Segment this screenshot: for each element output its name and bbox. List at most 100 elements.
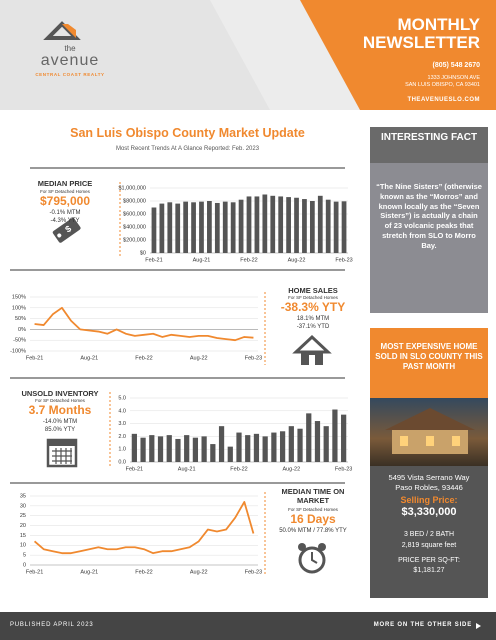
bar	[149, 435, 155, 462]
bar	[253, 433, 260, 462]
home-title: MOST EXPENSIVE HOME SOLD IN SLO COUNTY T…	[375, 342, 483, 371]
stat-line: 85.0% YTY	[44, 427, 76, 433]
stat-title: MEDIAN PRICE	[37, 179, 93, 188]
bar	[183, 201, 189, 253]
price-label: Selling Price:	[400, 495, 458, 505]
x-tick-label: Feb-23	[245, 355, 262, 361]
header-stripe	[210, 0, 360, 110]
x-tick-label: Feb-22	[135, 355, 152, 361]
bar	[227, 446, 233, 462]
clock-icon	[298, 543, 326, 574]
y-tick-label: 0.0	[118, 459, 126, 465]
house-photo-window	[426, 436, 434, 446]
bar	[236, 432, 242, 462]
bar	[192, 437, 199, 462]
y-tick-label: 1.0	[118, 447, 126, 453]
home-address: Paso Robles, 93446	[395, 483, 463, 492]
x-tick-label: Feb-21	[126, 466, 143, 472]
y-tick-label: $800,000	[123, 198, 146, 204]
bar	[246, 196, 252, 253]
logo-small: the	[64, 44, 76, 53]
y-tick-label: 15	[20, 533, 26, 539]
bar	[306, 413, 312, 462]
stat-title: MEDIAN TIME ON MARKET	[281, 487, 345, 505]
y-tick-label: 25	[20, 513, 26, 519]
newsletter-title: MONTHLY NEWSLETTER	[362, 15, 480, 52]
x-tick-label: Feb-22	[230, 466, 247, 472]
bar	[314, 421, 321, 462]
bar	[184, 435, 190, 462]
x-tick-label: Feb-23	[335, 257, 352, 263]
x-tick-label: Aug-22	[288, 257, 306, 263]
x-tick-label: Aug-21	[193, 257, 211, 263]
house-photo-window	[400, 436, 408, 446]
house-icon	[292, 334, 332, 365]
y-tick-label: 4.0	[118, 408, 126, 414]
x-tick-label: Feb-23	[245, 569, 262, 575]
bar	[254, 196, 260, 253]
bar	[323, 426, 329, 462]
ppsf: $1,181.27	[413, 567, 445, 574]
x-tick-label: Feb-23	[335, 466, 352, 472]
fact-text: “The Nine Sisters” (otherwise known as t…	[376, 182, 482, 250]
main-subtitle: Most Recent Trends At A Glance Reported:…	[115, 146, 260, 152]
stat-subtitle: For SF Detached Homes	[40, 189, 90, 194]
line	[33, 501, 255, 555]
price: $3,330,000	[401, 506, 457, 518]
x-tick-label: Feb-21	[145, 257, 162, 263]
bar	[238, 199, 244, 253]
bar	[294, 197, 299, 253]
y-tick-label: $200,000	[123, 237, 146, 243]
footer-arrow	[476, 623, 481, 629]
y-tick-label: 35	[20, 493, 26, 499]
y-tick-label: 5.0	[118, 395, 126, 401]
y-tick-label: $600,000	[123, 211, 146, 217]
bar	[230, 202, 236, 253]
house-photo-window	[452, 436, 460, 446]
bar	[214, 202, 220, 253]
phone: (805) 548 2670	[432, 62, 480, 69]
x-tick-label: Aug-21	[178, 466, 196, 472]
sqft: 2,819 square feet	[401, 542, 457, 549]
website: THEAVENUESLO.COM	[407, 97, 480, 103]
fact-title: INTERESTING FACT	[380, 132, 478, 143]
bar	[201, 436, 207, 462]
calendar-icon	[46, 438, 78, 468]
bar	[325, 199, 331, 253]
tag-icon: $	[52, 217, 81, 243]
header-orange	[300, 0, 496, 110]
x-tick-label: Feb-22	[135, 569, 152, 575]
bar	[271, 432, 277, 462]
house-photo-roof	[385, 408, 475, 430]
home-title-bg	[370, 328, 488, 398]
bar	[278, 196, 284, 253]
footer-left: PUBLISHED APRIL 2023	[10, 622, 94, 628]
bar	[262, 436, 268, 462]
stat-line: -4.3% YTY	[50, 218, 80, 224]
svg-text:$: $	[63, 223, 73, 234]
y-tick-label: -50%	[13, 338, 26, 344]
y-tick-label: 2.0	[118, 434, 126, 440]
bar	[131, 433, 137, 462]
bar	[270, 195, 276, 253]
bar	[302, 199, 307, 253]
bar	[309, 201, 315, 253]
bar	[332, 409, 338, 462]
x-tick-label: Aug-21	[80, 569, 98, 575]
bar	[159, 203, 165, 253]
x-tick-label: Feb-21	[26, 355, 43, 361]
stat-line: -14.0% MTM	[42, 419, 78, 425]
stat-subtitle: For SF Detached Homes	[288, 507, 338, 512]
bar	[333, 201, 339, 253]
x-tick-label: Aug-22	[190, 355, 208, 361]
y-tick-label: $400,000	[123, 224, 146, 230]
y-tick-label: 50%	[15, 316, 26, 322]
stat-line: 50.0% MTM / 77.8% YTY	[279, 528, 347, 534]
main-title: San Luis Obispo County Market Update	[70, 126, 305, 140]
stat-value: $795,000	[39, 194, 91, 208]
beds: 3 BED / 2 BATH	[403, 531, 455, 538]
y-tick-label: 0	[23, 562, 26, 568]
y-tick-label: 100%	[12, 305, 26, 311]
y-tick-label: 20	[20, 523, 26, 529]
